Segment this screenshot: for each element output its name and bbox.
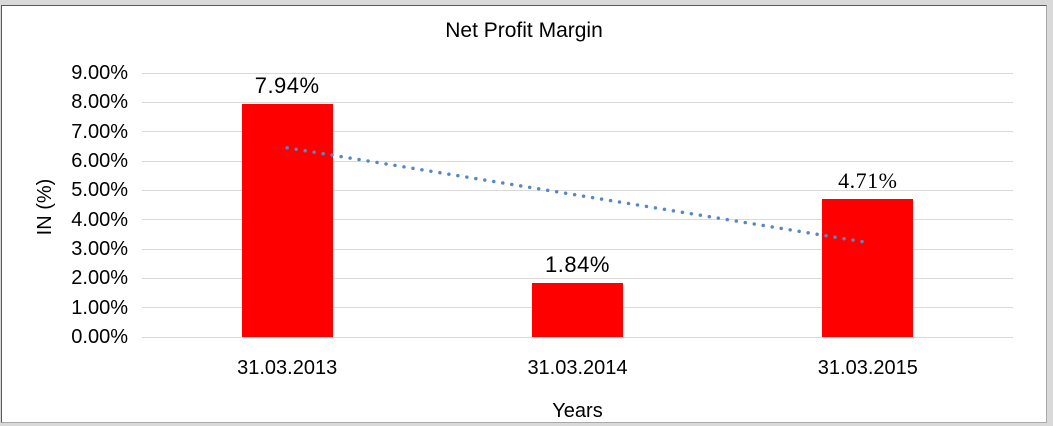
plot-area: 7.94% 1.84% 4.71% — [142, 72, 1013, 338]
y-tick-label: 3.00% — [71, 238, 128, 260]
chart-area: Net Profit Margin IN (%) 7.94% 1.84% 4.71%… — [1, 5, 1047, 423]
trendline-svg — [285, 146, 870, 245]
y-tick-label: 7.00% — [71, 120, 128, 143]
bar — [532, 283, 623, 337]
gridline — [142, 101, 1013, 103]
y-tick-label: 9.00% — [71, 62, 128, 84]
x-tick-label: 31.03.2014 — [527, 357, 628, 379]
gridline — [142, 248, 1013, 250]
bar — [822, 198, 914, 337]
y-tick-label: 5.00% — [71, 179, 128, 202]
y-tick-label: 2.00% — [71, 267, 128, 290]
gridline — [142, 336, 1013, 338]
x-axis-title: Years — [552, 400, 603, 422]
gridline — [142, 277, 1013, 279]
gridline — [142, 219, 1013, 221]
x-tick-label: 31.03.2015 — [817, 357, 918, 379]
y-tick-label: 0.00% — [71, 326, 128, 348]
gridline — [142, 189, 1013, 191]
bar — [241, 104, 333, 337]
bar-value-label: 4.71% — [838, 167, 898, 193]
gridline — [142, 160, 1013, 162]
trendline — [285, 146, 870, 245]
y-tick-label: 6.00% — [71, 150, 128, 172]
bar-value-label: 1.84% — [545, 252, 610, 278]
x-tick-label: 31.03.2013 — [237, 357, 338, 379]
chart-title: Net Profit Margin — [445, 19, 603, 42]
gridline — [142, 131, 1013, 133]
y-tick-label: 1.00% — [71, 296, 128, 319]
gridline — [142, 72, 1013, 74]
y-tick-label: 8.00% — [71, 91, 128, 114]
bar-value-label: 7.94% — [254, 73, 320, 99]
y-tick-label: 4.00% — [71, 208, 128, 231]
